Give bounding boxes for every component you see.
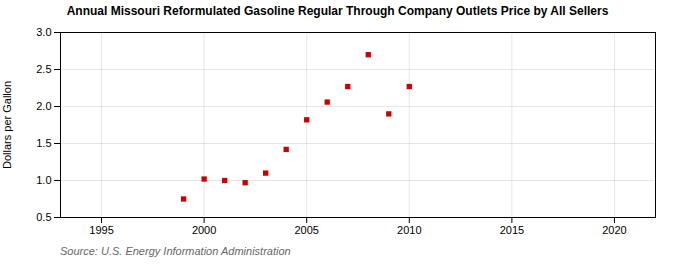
svg-text:1.0: 1.0 <box>36 174 51 186</box>
html-text:Source: U.S. Energy Informatio: Source: U.S. Energy Information Administ… <box>60 245 291 257</box>
svg-text:2005: 2005 <box>294 224 318 236</box>
svg-text:2.0: 2.0 <box>36 100 51 112</box>
svg-text:2.5: 2.5 <box>36 63 51 75</box>
svg-text:1.5: 1.5 <box>36 137 51 149</box>
svg-text:2020: 2020 <box>602 224 626 236</box>
svg-text:2010: 2010 <box>397 224 421 236</box>
html-text:Annual Missouri Reformulated G: Annual Missouri Reformulated Gasoline Re… <box>66 4 609 18</box>
svg-text:2000: 2000 <box>192 224 216 236</box>
svg-text:3.0: 3.0 <box>36 26 51 38</box>
svg-text:0.5: 0.5 <box>36 211 51 223</box>
svg-text:Dollars per Gallon: Dollars per Gallon <box>1 81 13 169</box>
svg-text:1995: 1995 <box>89 224 113 236</box>
svg-text:2015: 2015 <box>500 224 524 236</box>
